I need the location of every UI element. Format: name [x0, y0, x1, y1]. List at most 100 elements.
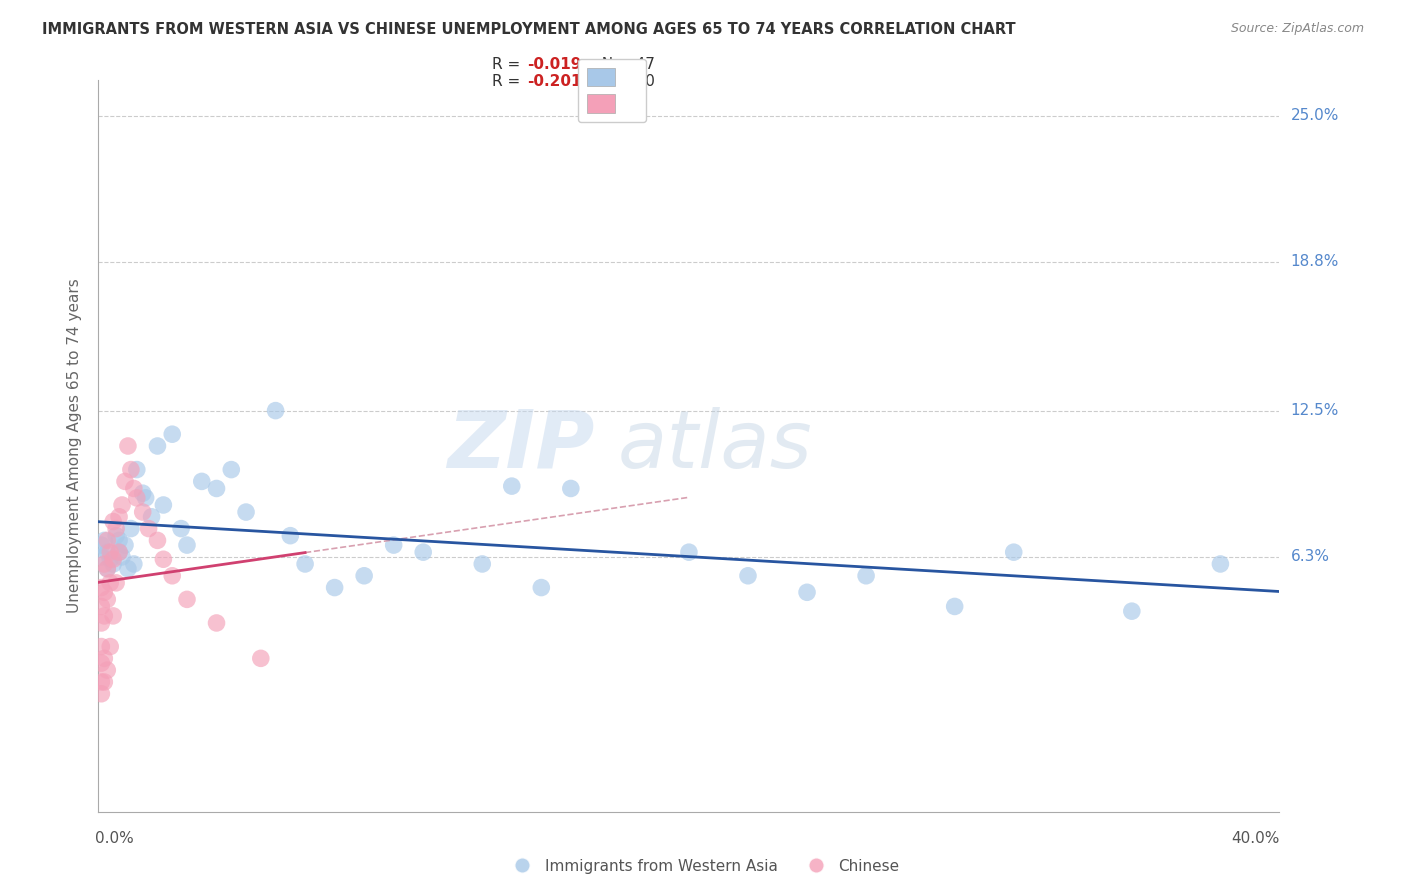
Point — [93, 585, 115, 599]
Point — [108, 545, 131, 559]
Point — [90, 640, 112, 654]
Point — [205, 482, 228, 496]
Point — [98, 640, 121, 654]
Point — [108, 545, 131, 559]
Point — [323, 581, 346, 595]
Point — [1121, 604, 1143, 618]
Point — [382, 538, 405, 552]
Point — [105, 522, 128, 536]
Point — [90, 549, 112, 564]
Point — [96, 545, 118, 559]
Point — [170, 522, 193, 536]
Text: -0.201: -0.201 — [527, 74, 582, 89]
Text: atlas: atlas — [619, 407, 813, 485]
Text: 0.0%: 0.0% — [96, 830, 134, 846]
Text: -0.019: -0.019 — [527, 57, 582, 71]
Point — [855, 568, 877, 582]
Point — [219, 462, 242, 476]
Point — [501, 479, 523, 493]
Point — [96, 562, 118, 576]
Text: ZIP: ZIP — [447, 407, 595, 485]
Point — [103, 552, 125, 566]
Point — [678, 545, 700, 559]
Text: 6.3%: 6.3% — [1291, 549, 1330, 565]
Point — [737, 568, 759, 582]
Point — [176, 592, 198, 607]
Point — [117, 562, 139, 576]
Point — [103, 557, 125, 571]
Point — [132, 505, 155, 519]
Point — [90, 538, 112, 552]
Text: R =: R = — [492, 57, 524, 71]
Point — [93, 651, 115, 665]
Point — [353, 568, 375, 582]
Legend: Immigrants from Western Asia, Chinese: Immigrants from Western Asia, Chinese — [501, 853, 905, 880]
Point — [103, 608, 125, 623]
Point — [146, 533, 169, 548]
Point — [90, 687, 112, 701]
Point — [235, 505, 257, 519]
Point — [120, 522, 142, 536]
Point — [141, 509, 163, 524]
Point — [162, 568, 183, 582]
Point — [1002, 545, 1025, 559]
Point — [162, 427, 183, 442]
Point — [135, 491, 157, 505]
Point — [111, 498, 134, 512]
Point — [111, 549, 134, 564]
Text: N = 47: N = 47 — [592, 57, 655, 71]
Text: R =: R = — [492, 74, 524, 89]
Point — [264, 403, 287, 417]
Point — [796, 585, 818, 599]
Point — [96, 562, 118, 576]
Point — [98, 545, 121, 559]
Point — [560, 482, 582, 496]
Point — [93, 557, 115, 571]
Point — [93, 675, 115, 690]
Point — [278, 529, 302, 543]
Point — [90, 675, 112, 690]
Point — [250, 651, 273, 665]
Point — [125, 462, 148, 476]
Point — [120, 462, 142, 476]
Y-axis label: Unemployment Among Ages 65 to 74 years: Unemployment Among Ages 65 to 74 years — [67, 278, 83, 614]
Point — [90, 656, 112, 670]
Text: IMMIGRANTS FROM WESTERN ASIA VS CHINESE UNEMPLOYMENT AMONG AGES 65 TO 74 YEARS C: IMMIGRANTS FROM WESTERN ASIA VS CHINESE … — [42, 22, 1015, 37]
Point — [96, 592, 118, 607]
Text: 18.8%: 18.8% — [1291, 254, 1339, 269]
Point — [117, 439, 139, 453]
Point — [132, 486, 155, 500]
Point — [90, 599, 112, 614]
Point — [152, 498, 174, 512]
Legend:   ,   : , — [578, 59, 647, 122]
Point — [114, 538, 136, 552]
Point — [108, 533, 131, 548]
Point — [125, 491, 148, 505]
Point — [90, 581, 112, 595]
Point — [1209, 557, 1232, 571]
Point — [205, 615, 228, 630]
Point — [105, 575, 128, 590]
Point — [93, 533, 115, 548]
Point — [114, 475, 136, 489]
Point — [96, 533, 118, 548]
Point — [105, 529, 128, 543]
Text: 40.0%: 40.0% — [1232, 830, 1279, 846]
Point — [146, 439, 169, 453]
Point — [294, 557, 316, 571]
Point — [98, 552, 121, 566]
Point — [530, 581, 553, 595]
Point — [103, 515, 125, 529]
Text: N = 40: N = 40 — [592, 74, 655, 89]
Point — [96, 663, 118, 677]
Point — [108, 509, 131, 524]
Point — [90, 615, 112, 630]
Point — [176, 538, 198, 552]
Text: 12.5%: 12.5% — [1291, 403, 1339, 418]
Point — [122, 557, 145, 571]
Point — [93, 608, 115, 623]
Point — [471, 557, 494, 571]
Point — [122, 482, 145, 496]
Point — [191, 475, 214, 489]
Point — [98, 575, 121, 590]
